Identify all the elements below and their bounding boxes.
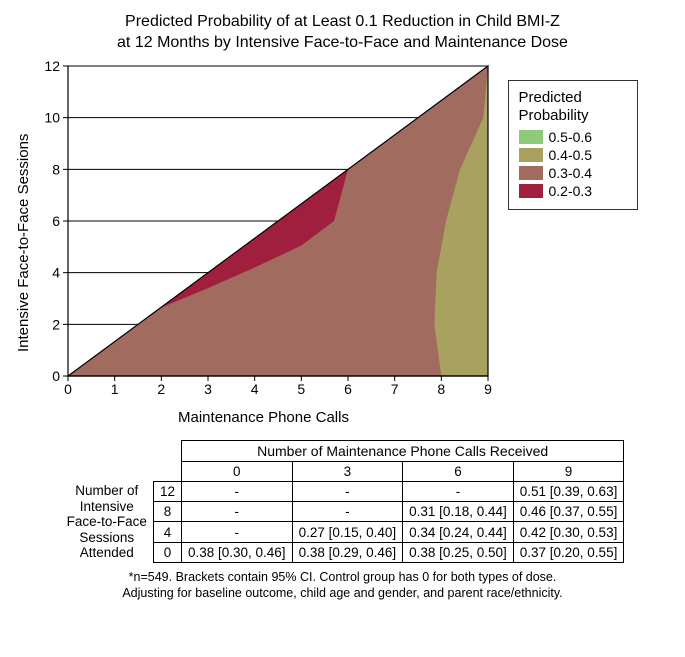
table-cell: 0.42 [0.30, 0.53] bbox=[513, 522, 624, 542]
legend-title: Predicted Probability bbox=[519, 89, 627, 125]
legend-swatch bbox=[519, 130, 543, 144]
svg-text:10: 10 bbox=[44, 109, 60, 125]
table-cell: - bbox=[181, 501, 292, 521]
svg-text:7: 7 bbox=[390, 381, 398, 397]
svg-text:8: 8 bbox=[52, 161, 60, 177]
svg-text:6: 6 bbox=[52, 213, 60, 229]
y-axis-label: Intensive Face-to-Face Sessions bbox=[13, 93, 34, 393]
table-corner bbox=[61, 461, 154, 481]
title-line-2: at 12 Months by Intensive Face-to-Face a… bbox=[117, 34, 568, 51]
svg-text:4: 4 bbox=[250, 381, 258, 397]
table-cell: 0.38 [0.30, 0.46] bbox=[181, 542, 292, 562]
footnote-line-1: *n=549. Brackets contain 95% CI. Control… bbox=[129, 570, 557, 584]
table-row-y: 8 bbox=[153, 501, 181, 521]
table-cell: - bbox=[181, 522, 292, 542]
table-row-group-label: Number ofIntensiveFace-to-FaceSessionsAt… bbox=[61, 481, 154, 563]
table-cell: - bbox=[292, 481, 403, 501]
chart-title: Predicted Probability of at Least 0.1 Re… bbox=[13, 12, 673, 54]
svg-text:1: 1 bbox=[110, 381, 118, 397]
svg-text:4: 4 bbox=[52, 264, 60, 280]
table-col-header: 6 bbox=[403, 461, 514, 481]
svg-text:2: 2 bbox=[157, 381, 165, 397]
plot-row: Intensive Face-to-Face Sessions 01234567… bbox=[13, 60, 673, 426]
svg-text:0: 0 bbox=[52, 368, 60, 384]
table-cell: 0.37 [0.20, 0.55] bbox=[513, 542, 624, 562]
svg-text:2: 2 bbox=[52, 316, 60, 332]
svg-text:0: 0 bbox=[64, 381, 72, 397]
legend-label: 0.4-0.5 bbox=[549, 147, 593, 163]
table-corner bbox=[61, 440, 182, 461]
probability-table: Number of Maintenance Phone Calls Receiv… bbox=[61, 440, 625, 564]
data-table-wrap: Number of Maintenance Phone Calls Receiv… bbox=[13, 440, 673, 564]
title-line-1: Predicted Probability of at Least 0.1 Re… bbox=[125, 13, 560, 30]
table-cell: 0.51 [0.39, 0.63] bbox=[513, 481, 624, 501]
legend-swatch bbox=[519, 184, 543, 198]
table-cell: - bbox=[181, 481, 292, 501]
legend-label: 0.3-0.4 bbox=[549, 165, 593, 181]
contour-plot: 0123456789024681012 bbox=[34, 60, 494, 400]
table-cell: 0.31 [0.18, 0.44] bbox=[403, 501, 514, 521]
legend-item: 0.5-0.6 bbox=[519, 129, 627, 145]
svg-text:12: 12 bbox=[44, 60, 60, 74]
table-super-header: Number of Maintenance Phone Calls Receiv… bbox=[181, 440, 623, 461]
legend-item: 0.3-0.4 bbox=[519, 165, 627, 181]
svg-text:5: 5 bbox=[297, 381, 305, 397]
legend-swatch bbox=[519, 148, 543, 162]
table-cell: 0.27 [0.15, 0.40] bbox=[292, 522, 403, 542]
svg-text:6: 6 bbox=[344, 381, 352, 397]
table-cell: 0.34 [0.24, 0.44] bbox=[403, 522, 514, 542]
table-col-header: 3 bbox=[292, 461, 403, 481]
legend-label: 0.2-0.3 bbox=[549, 183, 593, 199]
x-axis-label: Maintenance Phone Calls bbox=[34, 409, 494, 426]
footnote: *n=549. Brackets contain 95% CI. Control… bbox=[13, 569, 673, 602]
legend-item: 0.4-0.5 bbox=[519, 147, 627, 163]
plot-and-xlabel: 0123456789024681012 Maintenance Phone Ca… bbox=[34, 60, 494, 426]
table-cell: 0.46 [0.37, 0.55] bbox=[513, 501, 624, 521]
svg-text:9: 9 bbox=[484, 381, 492, 397]
legend: Predicted Probability 0.5-0.6 0.4-0.5 0.3-… bbox=[508, 80, 638, 210]
table-corner bbox=[153, 461, 181, 481]
table-row-y: 0 bbox=[153, 542, 181, 562]
footnote-line-2: Adjusting for baseline outcome, child ag… bbox=[122, 586, 562, 600]
table-cell: 0.38 [0.25, 0.50] bbox=[403, 542, 514, 562]
legend-item: 0.2-0.3 bbox=[519, 183, 627, 199]
table-cell: 0.38 [0.29, 0.46] bbox=[292, 542, 403, 562]
legend-label: 0.5-0.6 bbox=[549, 129, 593, 145]
table-cell: - bbox=[403, 481, 514, 501]
table-row-y: 12 bbox=[153, 481, 181, 501]
svg-text:3: 3 bbox=[204, 381, 212, 397]
svg-text:8: 8 bbox=[437, 381, 445, 397]
legend-swatch bbox=[519, 166, 543, 180]
table-cell: - bbox=[292, 501, 403, 521]
plot-area: 0123456789024681012 bbox=[34, 60, 494, 405]
table-col-header: 9 bbox=[513, 461, 624, 481]
figure-container: Predicted Probability of at Least 0.1 Re… bbox=[13, 12, 673, 602]
table-row-y: 4 bbox=[153, 522, 181, 542]
table-col-header: 0 bbox=[181, 461, 292, 481]
